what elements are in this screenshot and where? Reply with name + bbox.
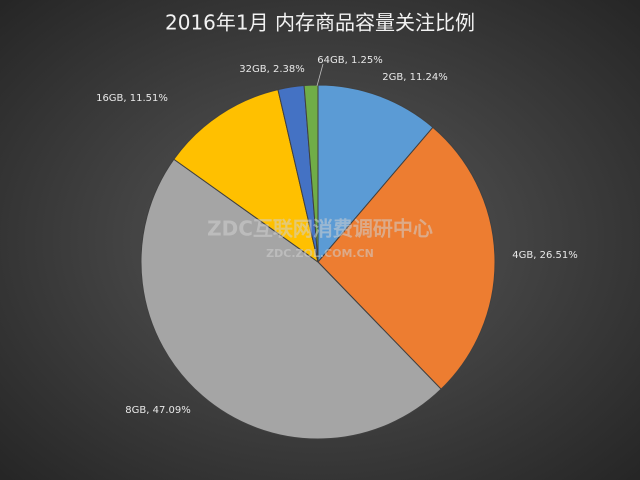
data-label: 32GB, 2.38% [239, 64, 304, 75]
pie-slice [173, 88, 319, 264]
data-label: 8GB, 47.09% [125, 405, 190, 416]
watermark-url: ZDC.ZOL.COM.CN [266, 247, 374, 260]
data-label: 64GB, 1.25% [317, 55, 382, 66]
pie-slice [303, 84, 319, 263]
pie-slice [140, 158, 442, 440]
data-label: 2GB, 11.24% [382, 72, 447, 83]
pie-slice [317, 126, 496, 390]
pie [140, 84, 496, 440]
leader-line [316, 63, 324, 87]
watermark: ZDC互联网消费调研中心 [207, 217, 433, 241]
data-label: 4GB, 26.51% [512, 250, 577, 261]
data-label: 16GB, 11.51% [96, 93, 168, 104]
pie-slice [317, 84, 434, 264]
chart-title: 2016年1月 内存商品容量关注比例 [165, 11, 475, 35]
